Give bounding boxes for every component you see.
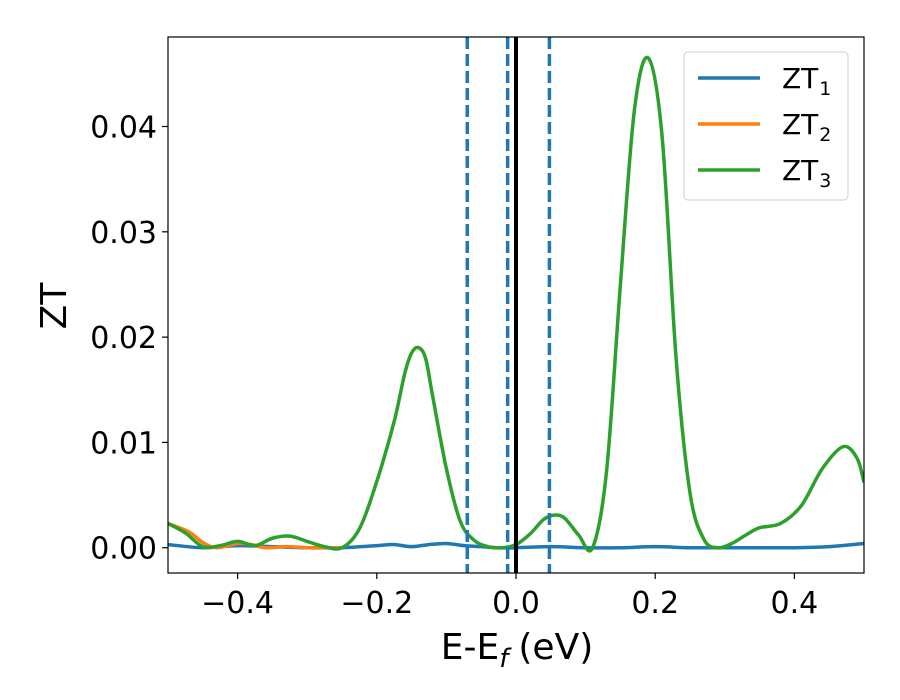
legend: ZT1 ZT2 ZT3 [683, 51, 849, 201]
y-tick-label: 0.04 [90, 111, 157, 146]
legend-box [683, 51, 849, 201]
x-axis-label-subscript: f [499, 644, 512, 674]
series-line-zt3 [168, 55, 864, 553]
y-tick-label: 0.00 [90, 532, 157, 567]
y-tick-label: 0.03 [90, 216, 157, 251]
legend-label-zt1: ZT1 [782, 62, 831, 100]
x-axis-label-unit: (eV) [518, 627, 593, 668]
plot-area [168, 37, 864, 573]
x-tick-label: 0.0 [492, 586, 540, 621]
legend-label-zt2: ZT2 [782, 108, 831, 146]
x-tick-label: −0.4 [201, 586, 274, 621]
legend-label-zt3: ZT3 [782, 154, 831, 192]
y-axis-label: ZT [34, 282, 75, 330]
x-tick-label: 0.4 [771, 586, 819, 621]
y-tick-label: 0.02 [90, 321, 157, 356]
y-tick-label: 0.01 [90, 426, 157, 461]
axes: −0.4 −0.2 0.0 0.2 0.4 0.00 0.01 0.02 0.03 0.04 [90, 36, 865, 621]
x-axis-label: E-Ef (eV) [441, 627, 594, 674]
x-tick-label: −0.2 [340, 586, 413, 621]
x-tick-label: 0.2 [631, 586, 679, 621]
